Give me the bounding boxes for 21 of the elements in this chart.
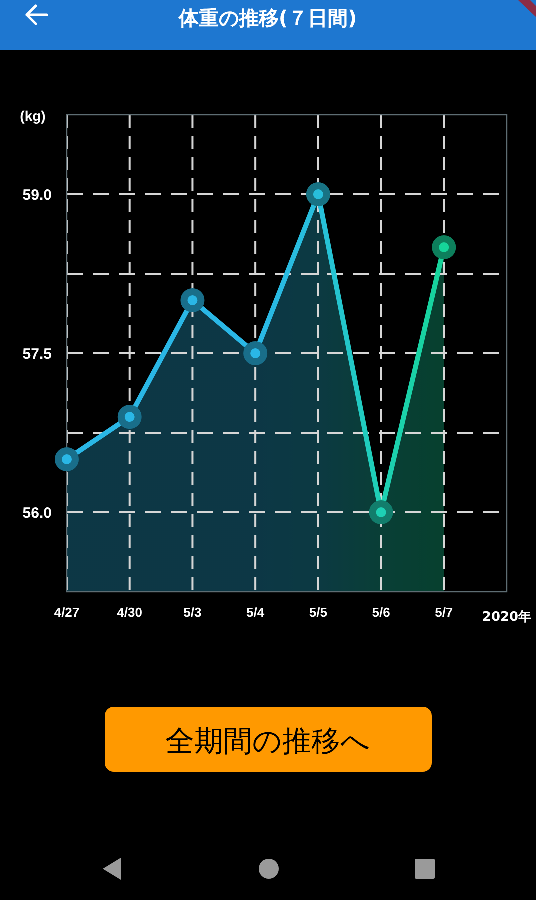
point	[118, 405, 142, 430]
y-tick-label: 59.0	[22, 187, 52, 204]
x-tick-label: 5/4	[246, 605, 266, 620]
point	[55, 448, 79, 472]
y-tick-label: 57.5	[22, 346, 52, 363]
x-tick-label: 4/27	[54, 605, 80, 620]
point	[306, 182, 330, 206]
text: 全期間の推移へ	[166, 724, 370, 758]
x-axis-title: 2020年	[482, 610, 532, 625]
x-tick-label: 5/6	[372, 605, 390, 620]
point	[180, 288, 205, 312]
x-tick-label: 5/5	[309, 605, 328, 620]
x-tick-label: 5/7	[435, 605, 454, 620]
y-axis-title: (kg)	[20, 108, 46, 124]
chart-title: 体重の推移(７日間)	[178, 6, 358, 30]
point	[244, 342, 268, 366]
y-tick-label: 56.0	[22, 505, 52, 522]
x-tick-label: 5/3	[184, 605, 202, 620]
point	[369, 500, 394, 524]
point	[432, 236, 456, 260]
x-tick-label: 4/30	[117, 605, 143, 620]
